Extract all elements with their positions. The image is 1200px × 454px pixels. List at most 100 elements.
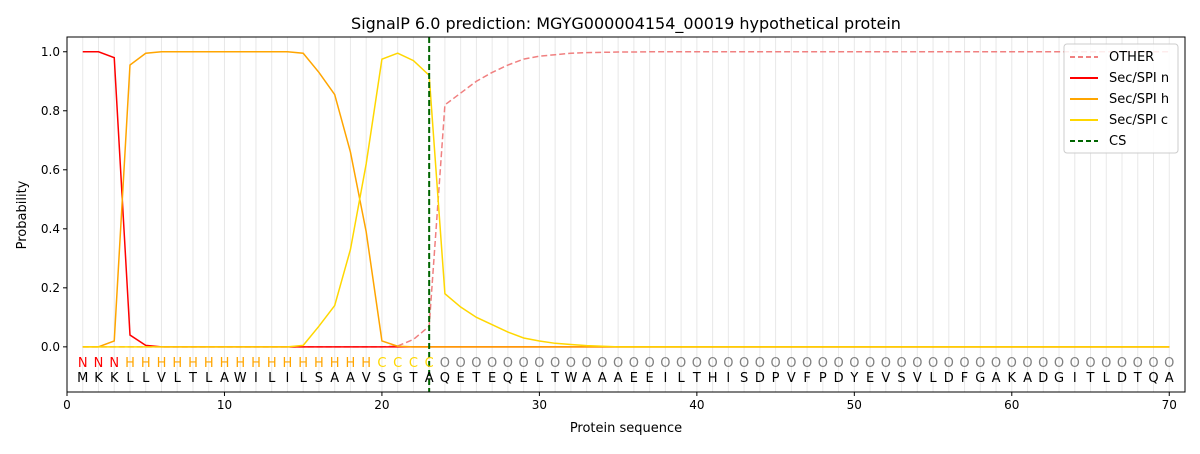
- residue-label: A: [330, 371, 339, 386]
- x-tick-label: 40: [689, 398, 704, 412]
- residue-label: L: [174, 371, 182, 386]
- region-label: O: [865, 356, 875, 371]
- region-label: O: [456, 356, 466, 371]
- region-label: O: [849, 356, 859, 371]
- region-label: O: [818, 356, 828, 371]
- region-label: O: [1022, 356, 1032, 371]
- residue-label: I: [254, 371, 258, 386]
- region-label: C: [409, 356, 418, 371]
- series-lines: [82, 37, 1170, 392]
- residue-label: A: [425, 371, 434, 386]
- legend-label: Sec/SPI n: [1109, 71, 1169, 86]
- legend: OTHER Sec/SPI n Sec/SPI h Sec/SPI c CS: [1063, 43, 1179, 154]
- x-tick-label: 0: [63, 398, 71, 412]
- y-tick-label: 0.8: [41, 104, 60, 118]
- residue-label: G: [1054, 371, 1064, 386]
- region-label: O: [519, 356, 529, 371]
- residue-label: L: [205, 371, 213, 386]
- region-label: O: [597, 356, 607, 371]
- region-label: N: [94, 356, 104, 371]
- residue-label: V: [881, 371, 890, 386]
- y-tick-label: 0.0: [41, 340, 60, 354]
- residue-label: L: [300, 371, 308, 386]
- residue-label: V: [787, 371, 796, 386]
- sequence-labels: NMNKNKHLHLHVHLHTHLHAHWHIHLHIHLHSHAHAHVCS…: [77, 356, 1174, 386]
- residue-label: A: [582, 371, 591, 386]
- region-label: O: [660, 356, 670, 371]
- region-label: O: [1085, 356, 1095, 371]
- region-label: O: [487, 356, 497, 371]
- region-label: O: [676, 356, 686, 371]
- grid-lines: [82, 37, 1170, 392]
- residue-label: Q: [440, 371, 450, 386]
- residue-label: I: [286, 371, 290, 386]
- residue-label: A: [1023, 371, 1032, 386]
- legend-label: OTHER: [1109, 50, 1154, 65]
- region-label: O: [645, 356, 655, 371]
- region-label: H: [125, 356, 135, 371]
- x-tick-label: 30: [532, 398, 547, 412]
- series-line-sec-spi-h: [82, 51, 1170, 348]
- region-label: O: [692, 356, 702, 371]
- legend-label: Sec/SPI c: [1109, 113, 1168, 128]
- residue-label: A: [220, 371, 229, 386]
- region-label: H: [172, 356, 182, 371]
- y-axis-label: Probability: [15, 180, 30, 249]
- region-label: H: [235, 356, 245, 371]
- region-label: H: [157, 356, 167, 371]
- region-label: O: [582, 356, 592, 371]
- residue-label: L: [1103, 371, 1111, 386]
- residue-label: T: [188, 371, 197, 386]
- residue-label: H: [708, 371, 718, 386]
- region-label: O: [975, 356, 985, 371]
- region-label: O: [613, 356, 623, 371]
- residue-label: T: [550, 371, 559, 386]
- residue-label: L: [126, 371, 134, 386]
- residue-label: E: [488, 371, 496, 386]
- residue-label: D: [755, 371, 765, 386]
- residue-label: D: [1038, 371, 1048, 386]
- residue-label: V: [913, 371, 922, 386]
- region-label: O: [1070, 356, 1080, 371]
- y-tick-label: 0.6: [41, 163, 60, 177]
- residue-label: A: [346, 371, 355, 386]
- x-tick-label: 60: [1004, 398, 1019, 412]
- y-tick-label: 0.2: [41, 281, 60, 295]
- region-label: O: [1133, 356, 1143, 371]
- residue-label: E: [520, 371, 528, 386]
- region-label: O: [739, 356, 749, 371]
- region-label: H: [220, 356, 230, 371]
- residue-label: S: [897, 371, 905, 386]
- residue-label: T: [1133, 371, 1142, 386]
- region-label: O: [944, 356, 954, 371]
- series-line-sec-spi-c: [82, 52, 1170, 348]
- residue-label: L: [677, 371, 685, 386]
- region-label: O: [881, 356, 891, 371]
- residue-label: I: [1073, 371, 1077, 386]
- residue-label: L: [929, 371, 937, 386]
- residue-label: S: [378, 371, 386, 386]
- region-label: O: [566, 356, 576, 371]
- residue-label: P: [819, 371, 827, 386]
- region-label: H: [314, 356, 324, 371]
- region-label: O: [755, 356, 765, 371]
- residue-label: E: [457, 371, 465, 386]
- plot-frame: [66, 36, 1186, 393]
- residue-label: T: [471, 371, 480, 386]
- residue-label: E: [646, 371, 654, 386]
- residue-label: L: [536, 371, 544, 386]
- residue-label: T: [408, 371, 417, 386]
- region-label: O: [1148, 356, 1158, 371]
- residue-label: P: [772, 371, 780, 386]
- residue-label: K: [110, 371, 119, 386]
- region-label: O: [534, 356, 544, 371]
- residue-label: Q: [503, 371, 513, 386]
- region-label: C: [425, 356, 434, 371]
- residue-label: L: [268, 371, 276, 386]
- region-label: O: [1164, 356, 1174, 371]
- legend-box: [1063, 43, 1179, 154]
- residue-label: D: [944, 371, 954, 386]
- region-label: O: [991, 356, 1001, 371]
- region-label: O: [1117, 356, 1127, 371]
- region-label: C: [377, 356, 386, 371]
